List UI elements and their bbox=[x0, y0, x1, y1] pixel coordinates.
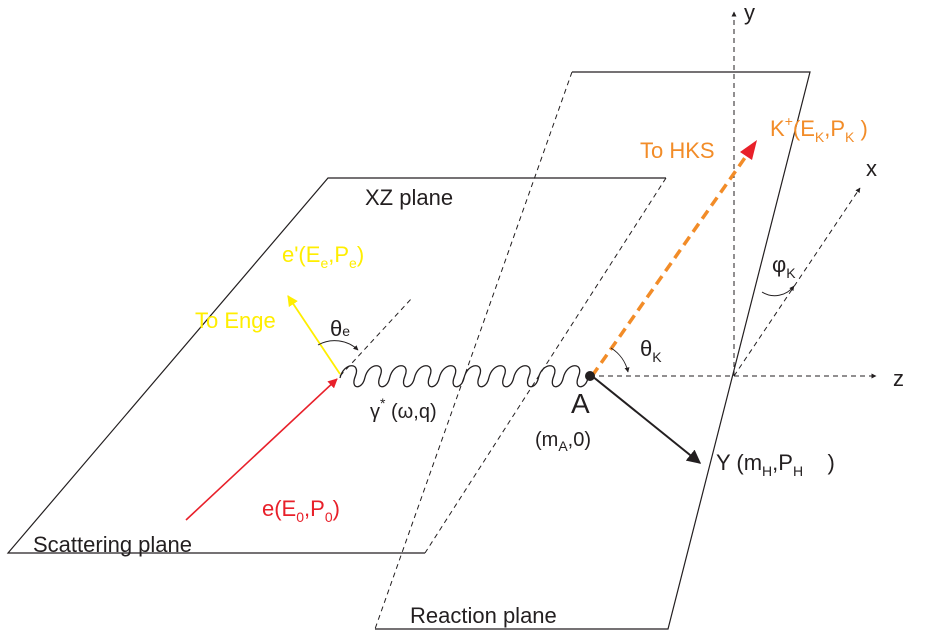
scattered-electron-arrow bbox=[287, 295, 341, 375]
phi-k-label: φK bbox=[772, 252, 796, 281]
target-point bbox=[585, 371, 595, 381]
phi-k-arc bbox=[761, 285, 795, 297]
theta-e-arc bbox=[317, 340, 359, 351]
to-enge-label: To Enge bbox=[195, 308, 276, 333]
reaction-plane-hidden-edge bbox=[374, 71, 573, 630]
reaction-plane-outline bbox=[375, 71, 811, 630]
kaon-arrowhead bbox=[740, 140, 757, 160]
beam-continuation bbox=[339, 297, 413, 377]
hypernucleus-label: Y (mH,PH ) bbox=[716, 450, 835, 479]
xz-plane-hidden-edge bbox=[424, 177, 667, 554]
xz-plane-label: XZ plane bbox=[365, 185, 453, 210]
virtual-photon bbox=[339, 365, 589, 388]
theta-e-label: θe bbox=[330, 316, 350, 341]
target-label: A bbox=[571, 388, 590, 419]
kaon-arrow bbox=[590, 140, 758, 378]
z-axis-label: z bbox=[893, 366, 904, 391]
photon-label: γ* (ω,q) bbox=[370, 395, 437, 423]
scattered-electron-label: e'(Ee,Pe) bbox=[282, 242, 364, 271]
to-hks-label: To HKS bbox=[640, 138, 715, 163]
reaction-plane-label: Reaction plane bbox=[410, 603, 557, 628]
y-axis-label: y bbox=[744, 0, 755, 25]
incident-electron-arrow bbox=[185, 378, 338, 521]
target-kinematics-label: (mA,0) bbox=[535, 429, 591, 454]
xz-plane-outline bbox=[6, 177, 666, 554]
hypernucleus-arrow bbox=[591, 375, 702, 464]
incident-electron-label: e(E0,P0) bbox=[262, 496, 340, 525]
theta-k-label: θK bbox=[640, 336, 662, 365]
scattering-plane-label: Scattering plane bbox=[33, 532, 192, 557]
theta-k-arc bbox=[610, 347, 630, 373]
x-axis-label: x bbox=[866, 156, 877, 181]
kaon-label: K+(EK,PK ) bbox=[770, 113, 868, 145]
x-axis bbox=[733, 187, 861, 377]
